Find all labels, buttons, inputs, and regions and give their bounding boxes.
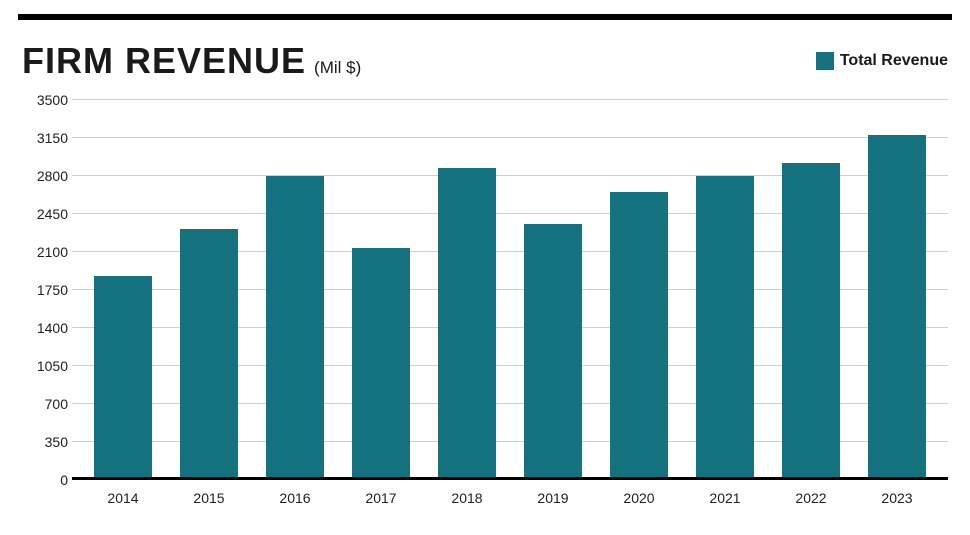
bar-slot: 2017 [338, 100, 424, 480]
bar [266, 176, 324, 480]
plot-area: 2014201520162017201820192020202120222023 [72, 100, 948, 480]
bar [524, 224, 582, 480]
chart-area: 035070010501400175021002450280031503500 … [22, 100, 948, 510]
bar [610, 192, 668, 480]
y-tick-label: 2800 [22, 168, 68, 184]
x-tick-label: 2022 [768, 490, 854, 506]
bar-slot: 2015 [166, 100, 252, 480]
bar [438, 168, 496, 480]
bar-slot: 2020 [596, 100, 682, 480]
bar [180, 229, 238, 480]
x-tick-label: 2018 [424, 490, 510, 506]
bar [868, 135, 926, 480]
top-rule [18, 14, 952, 20]
x-tick-label: 2014 [80, 490, 166, 506]
x-tick-label: 2017 [338, 490, 424, 506]
bar-slot: 2016 [252, 100, 338, 480]
chart-subtitle: (Mil $) [314, 58, 361, 78]
bar-slot: 2019 [510, 100, 596, 480]
legend: Total Revenue [816, 52, 948, 70]
bar-slot: 2023 [854, 100, 940, 480]
y-tick-label: 2450 [22, 206, 68, 222]
y-tick-label: 1750 [22, 282, 68, 298]
bar-slot: 2018 [424, 100, 510, 480]
x-tick-label: 2020 [596, 490, 682, 506]
bar [94, 276, 152, 480]
x-tick-label: 2021 [682, 490, 768, 506]
y-tick-label: 350 [22, 434, 68, 450]
header: FIRM REVENUE (Mil $) [22, 40, 361, 82]
x-tick-label: 2023 [854, 490, 940, 506]
y-tick-label: 1400 [22, 320, 68, 336]
y-tick-label: 2100 [22, 244, 68, 260]
bar [782, 163, 840, 480]
legend-label: Total Revenue [840, 52, 948, 70]
bars-container: 2014201520162017201820192020202120222023 [72, 100, 948, 480]
x-tick-label: 2016 [252, 490, 338, 506]
bar-slot: 2021 [682, 100, 768, 480]
y-tick-label: 3150 [22, 130, 68, 146]
x-axis-baseline [72, 477, 948, 480]
y-tick-label: 1050 [22, 358, 68, 374]
chart-title: FIRM REVENUE [22, 40, 306, 82]
bar-slot: 2022 [768, 100, 854, 480]
y-tick-label: 0 [22, 472, 68, 488]
legend-swatch [816, 52, 834, 70]
x-tick-label: 2019 [510, 490, 596, 506]
bar [352, 248, 410, 480]
bar-slot: 2014 [80, 100, 166, 480]
y-tick-label: 700 [22, 396, 68, 412]
bar [696, 176, 754, 480]
y-tick-label: 3500 [22, 92, 68, 108]
x-tick-label: 2015 [166, 490, 252, 506]
